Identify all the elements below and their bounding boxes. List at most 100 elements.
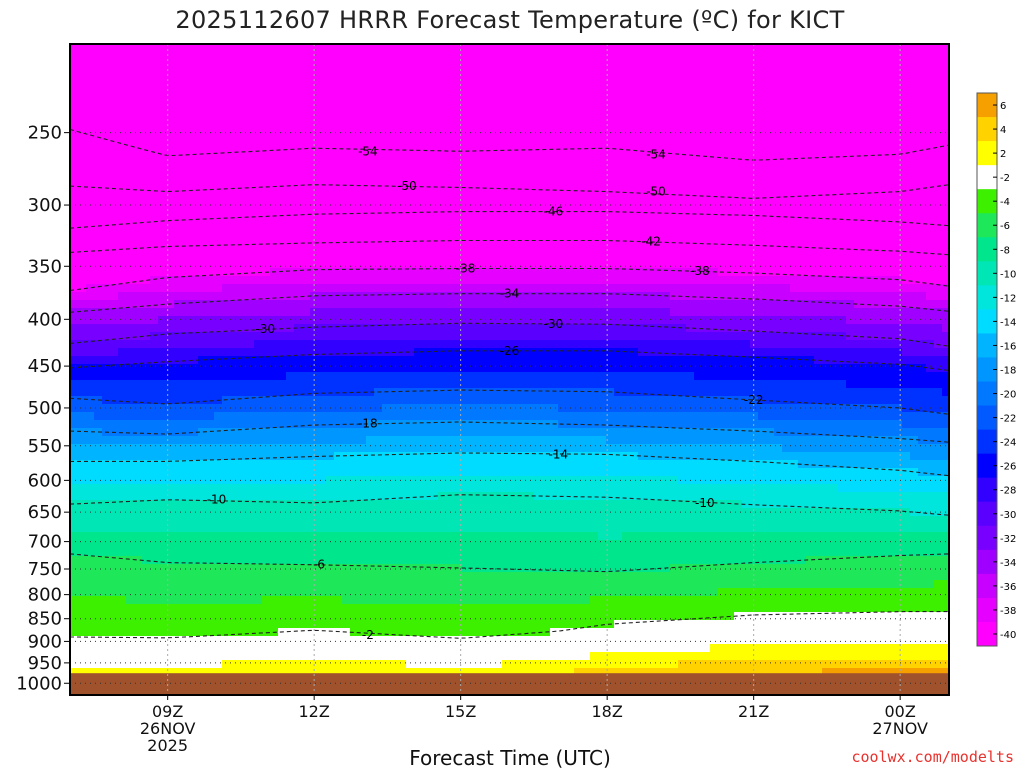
colorbar-label: -4 <box>1000 197 1010 208</box>
contour-label: -10 <box>695 496 715 510</box>
x-tick-label: 12Z <box>299 702 330 721</box>
x-tick-label: 15Z <box>445 702 476 721</box>
colorbar-label: -26 <box>1000 462 1016 473</box>
colorbar-label: 4 <box>1000 125 1006 136</box>
colorbar-swatch <box>977 477 997 503</box>
y-tick-label: 600 <box>28 470 62 491</box>
colorbar-swatch <box>977 597 997 623</box>
contour-lines <box>70 128 949 639</box>
colorbar-swatch <box>977 429 997 455</box>
colorbar-label: -8 <box>1000 245 1010 256</box>
colorbar-label: -10 <box>1000 269 1016 280</box>
colorbar-label: -40 <box>1000 630 1016 641</box>
contour-label: -34 <box>500 287 520 301</box>
colorbar-label: -34 <box>1000 558 1016 569</box>
colorbar-label: -22 <box>1000 414 1016 425</box>
colorbar-label: -16 <box>1000 341 1016 352</box>
x-tick-label: 26NOV <box>140 719 196 738</box>
contour-label: -22 <box>744 393 764 407</box>
colorbar-swatch <box>977 165 997 190</box>
contour-label: -14 <box>549 447 569 461</box>
colorbar-label: -38 <box>1000 606 1016 617</box>
colorbar-label: -30 <box>1000 510 1016 521</box>
contour-label: -54 <box>646 147 666 161</box>
colorbar-label: 2 <box>1000 149 1006 160</box>
colorbar-swatch <box>977 621 997 647</box>
y-tick-label: 550 <box>28 436 62 457</box>
colorbar-label: -2 <box>1000 173 1010 184</box>
colorbar-swatch <box>977 453 997 479</box>
colorbar-label: -32 <box>1000 534 1016 545</box>
contour-label: -18 <box>358 417 378 431</box>
colorbar-swatch <box>977 381 997 407</box>
y-tick-label: 800 <box>28 585 62 606</box>
y-tick-label: 950 <box>28 653 62 674</box>
colorbar-swatch <box>977 309 997 334</box>
contour-label: -26 <box>500 344 520 358</box>
isotherm-minus30 <box>70 322 949 347</box>
ground <box>70 673 949 695</box>
colorbar-label: -36 <box>1000 582 1016 593</box>
grid <box>70 44 949 695</box>
colorbar-swatch <box>977 549 997 575</box>
y-tick-label: 850 <box>28 609 62 630</box>
chart-title: 2025112607 HRRR Forecast Temperature (ºC… <box>175 6 844 34</box>
colorbar-swatch <box>977 117 997 142</box>
x-tick-label: 27NOV <box>872 719 928 738</box>
contour-label: -50 <box>397 179 417 193</box>
contour-label: -2 <box>362 628 374 642</box>
contour-label: -54 <box>358 144 378 158</box>
y-tick-label: 700 <box>28 532 62 553</box>
y-tick-label: 1000 <box>16 673 62 694</box>
contour-label: -38 <box>456 262 476 276</box>
colorbar-label: -12 <box>1000 293 1016 304</box>
x-tick-label: 18Z <box>592 702 623 721</box>
colorbar-label: -24 <box>1000 438 1016 449</box>
y-tick-label: 250 <box>28 123 62 144</box>
colorbar-label: -28 <box>1000 486 1016 497</box>
contour-label: -30 <box>256 322 276 336</box>
contour-label: -42 <box>641 235 661 249</box>
x-tick-label: 2025 <box>147 736 188 755</box>
colorbar-label: -18 <box>1000 366 1016 377</box>
contour-label: -46 <box>544 205 564 219</box>
contour-label: -6 <box>313 558 325 572</box>
contour-label: -10 <box>207 493 227 507</box>
contour-label: -38 <box>690 264 710 278</box>
plot-inner: -54 -54 -50 -50 -46 -42 -38 -38 -34 -30 -30 -26 -22 -… <box>70 44 949 695</box>
colorbar-swatch <box>977 237 997 262</box>
contour-labels: -54 -54 -50 -50 -46 -42 -38 -38 -34 -30 -30 -26 -22 -… <box>207 144 764 642</box>
colorbar-swatch <box>977 141 997 166</box>
x-tick-label: 00Z <box>885 702 916 721</box>
y-tick-label: 750 <box>28 559 62 580</box>
colorbar-label: -14 <box>1000 317 1016 328</box>
temperature-field <box>70 44 949 695</box>
colorbar-swatch <box>977 573 997 599</box>
x-tick-label: 21Z <box>738 702 769 721</box>
isotherm-minus54 <box>70 128 949 161</box>
y-tick-label: 450 <box>28 356 62 377</box>
colorbar: 6 4 2 -2 -4 -6 -8 -10 -12 -14 -16 -18 -20 -22 -24 -26 -2… <box>976 92 1016 647</box>
colorbar-swatch <box>977 93 997 118</box>
y-tick-label: 650 <box>28 502 62 523</box>
colorbar-swatch <box>977 189 997 214</box>
colorbar-swatch <box>977 333 997 358</box>
colorbar-label: 6 <box>1000 101 1006 112</box>
colorbar-swatch <box>977 525 997 551</box>
colorbar-label: -6 <box>1000 221 1010 232</box>
x-tick-label: 09Z <box>152 702 183 721</box>
x-axis-label: Forecast Time (UTC) <box>409 746 611 768</box>
isotherm-minus38 <box>70 267 949 292</box>
y-tick-label: 400 <box>28 309 62 330</box>
colorbar-swatch <box>977 285 997 310</box>
colorbar-label: -20 <box>1000 390 1016 401</box>
y-axis: 2503003504004505005506006507007508008509… <box>16 123 70 694</box>
colorbar-swatch <box>977 501 997 527</box>
colorbar-swatch <box>977 405 997 431</box>
plot-frame <box>69 43 950 696</box>
colorbar-swatch <box>977 357 997 383</box>
colorbar-swatch <box>977 213 997 238</box>
plot-area: -54 -54 -50 -50 -46 -42 -38 -38 -34 -30 -30 -26 -22 -… <box>69 43 950 696</box>
